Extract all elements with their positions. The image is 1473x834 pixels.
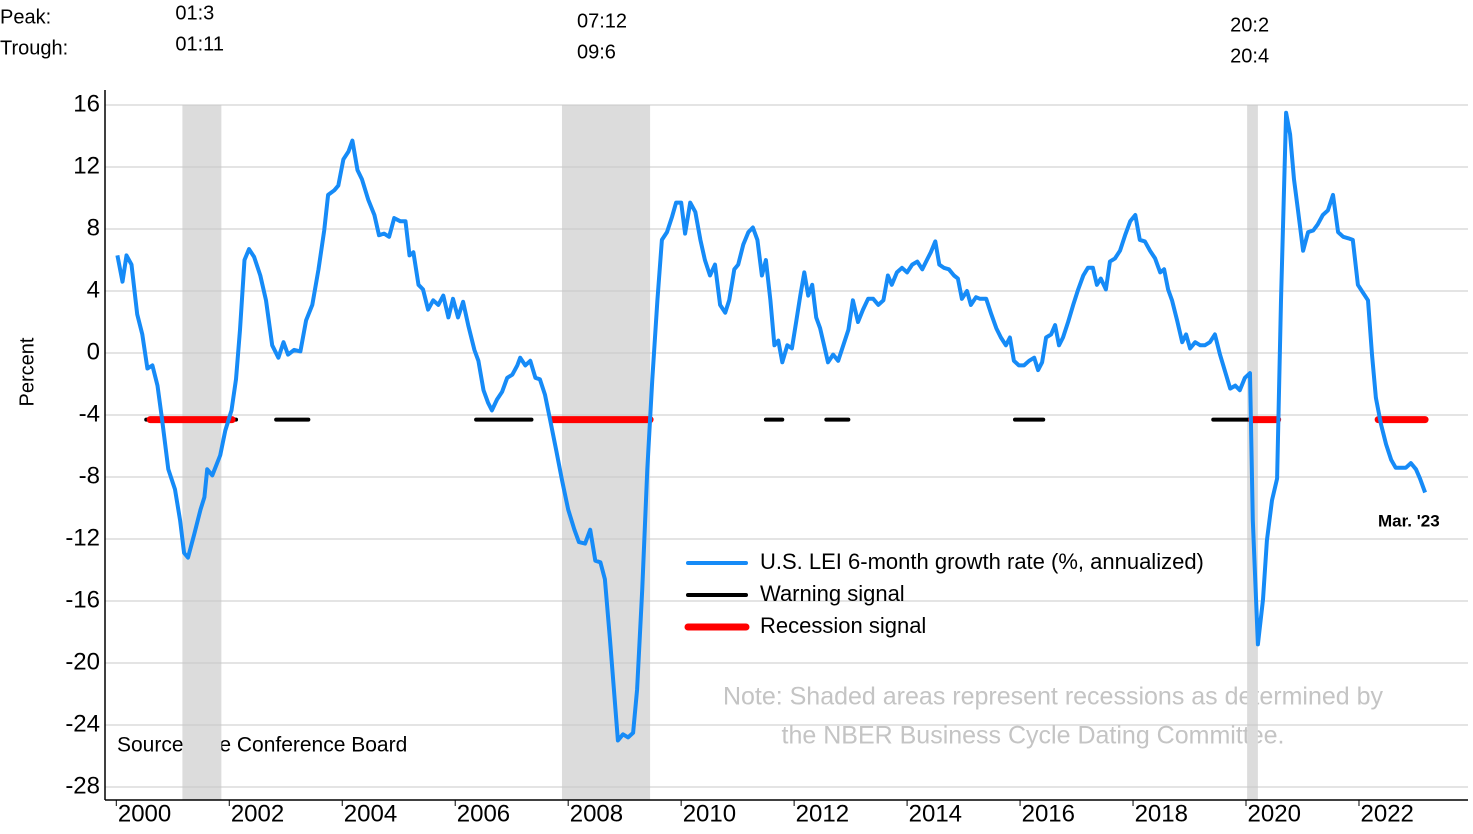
y-tick-label: -12 [65,524,100,551]
note: Note: Shaded areas represent recessions … [723,683,1384,711]
recession-peak: 01:3 [175,2,214,24]
recession-trough: 20:4 [1230,45,1269,67]
y-tick-label: -28 [65,772,100,799]
x-tick-label: 2006 [457,800,510,827]
source: Source: The Conference Board [117,734,407,757]
end-label: Mar. '23 [1378,511,1440,530]
x-tick-label: 2012 [796,800,849,827]
x-tick-label: 2016 [1022,800,1075,827]
x-tick-label: 2020 [1248,800,1301,827]
x-tick-label: 2010 [683,800,736,827]
note: the NBER Business Cycle Dating Committee… [782,722,1285,750]
legend-label: U.S. LEI 6-month growth rate (%, annuali… [760,549,1204,574]
peak-header: Peak: [0,6,51,28]
x-tick-label: 2004 [344,800,397,827]
x-tick-label: 2014 [909,800,962,827]
y-tick-label: 12 [73,152,100,179]
y-tick-label: 8 [87,214,100,241]
y-axis-label: Percent [16,337,38,406]
legend-label: Recession signal [760,613,926,638]
recession-peak: 20:2 [1230,14,1269,36]
x-tick-label: 2000 [118,800,171,827]
trough-header: Trough: [0,37,68,59]
recession-shade [182,105,222,800]
y-tick-label: -20 [65,648,100,675]
y-tick-label: -16 [65,586,100,613]
recession-peak: 07:12 [577,10,627,32]
y-tick-label: 16 [73,90,100,117]
legend-label: Warning signal [760,581,905,606]
x-tick-label: 2002 [231,800,284,827]
x-tick-label: 2018 [1135,800,1188,827]
y-tick-label: -4 [79,400,100,427]
y-tick-label: 4 [87,276,100,303]
y-tick-label: -24 [65,710,100,737]
x-tick-label: 2008 [570,800,623,827]
recession-trough: 09:6 [577,41,616,63]
y-tick-label: -8 [79,462,100,489]
recession-trough: 01:11 [175,33,224,55]
x-tick-label: 2022 [1361,800,1414,827]
data-line [115,110,1427,743]
y-tick-label: 0 [87,338,100,365]
